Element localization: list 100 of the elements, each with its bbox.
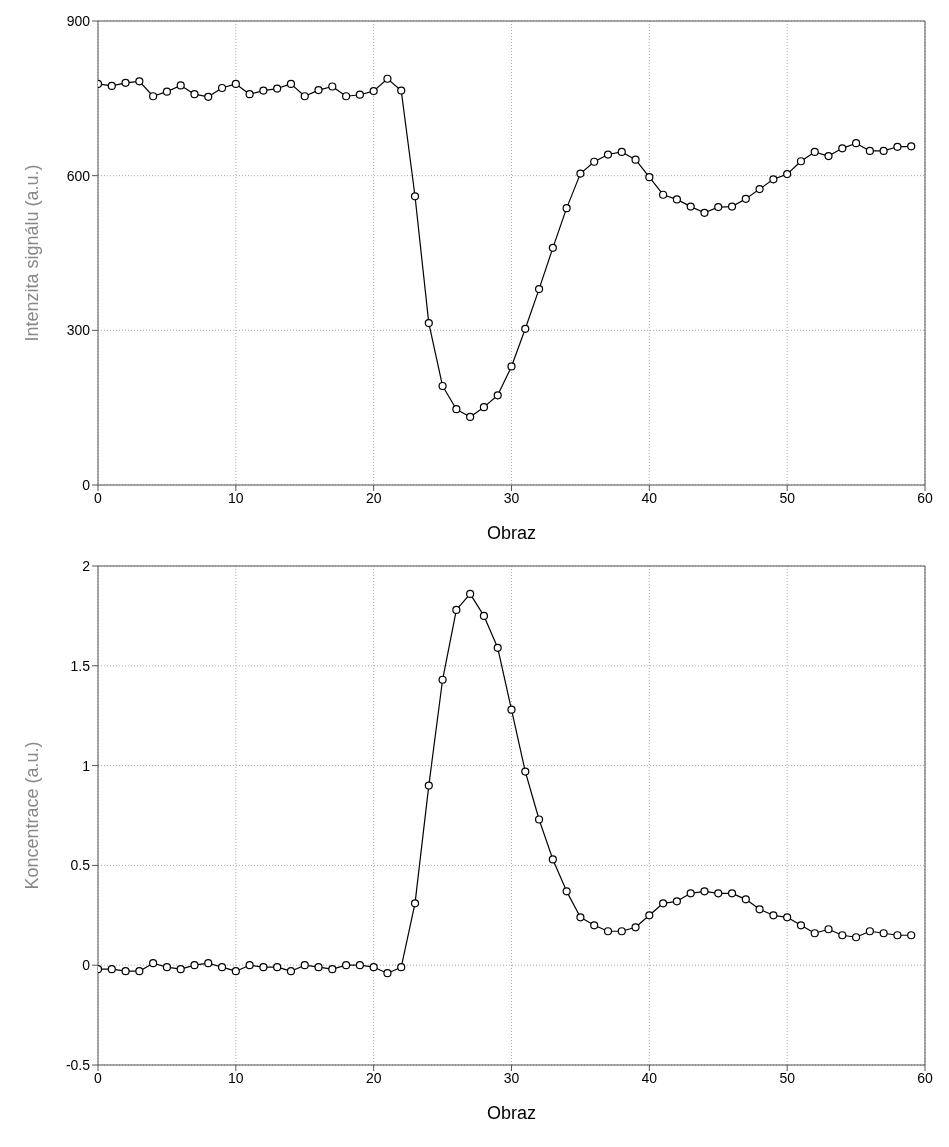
point: [645, 173, 654, 182]
point: [507, 362, 516, 371]
point: [783, 913, 792, 922]
point: [493, 391, 502, 400]
point: [645, 911, 654, 920]
point: [727, 202, 737, 211]
point: [562, 887, 571, 896]
point: [755, 184, 764, 194]
point: [162, 87, 172, 96]
point: [231, 79, 240, 88]
y-axis-title: Koncentrace (a.u.): [22, 741, 43, 890]
point: [700, 208, 709, 217]
point: [328, 965, 337, 974]
point: [603, 150, 613, 159]
point: [562, 204, 571, 213]
point: [851, 139, 861, 148]
point: [121, 967, 130, 976]
x-tick-label: 10: [228, 489, 244, 506]
x-tick-label: 0: [94, 1069, 103, 1086]
point: [907, 142, 916, 151]
point: [328, 82, 337, 91]
y-tick-label: 2: [82, 557, 91, 574]
point: [548, 855, 557, 864]
point: [397, 963, 406, 972]
point: [135, 77, 144, 86]
y-tick-label: 0: [82, 957, 91, 974]
point: [576, 169, 585, 178]
point: [769, 175, 778, 184]
point: [810, 929, 819, 938]
point: [149, 92, 158, 101]
point: [314, 963, 323, 972]
point: [838, 144, 847, 153]
point: [714, 203, 723, 212]
point: [286, 79, 296, 88]
point: [893, 931, 902, 940]
point: [865, 927, 874, 936]
point: [176, 965, 185, 974]
y-tick-label: 1: [82, 757, 91, 774]
point: [507, 705, 516, 714]
point: [631, 155, 640, 164]
point: [259, 963, 268, 972]
point: [204, 959, 213, 968]
point: [452, 605, 461, 615]
y-axis-title: Intenzita signálu (a.u.): [22, 164, 43, 342]
point: [796, 921, 806, 930]
y-tick-label: 0.5: [70, 857, 91, 874]
point: [107, 81, 116, 91]
point: [603, 927, 613, 936]
point: [355, 90, 364, 99]
point: [672, 897, 681, 906]
point: [534, 284, 544, 294]
point: [769, 911, 778, 920]
point: [383, 74, 392, 83]
point: [617, 147, 626, 157]
point: [204, 92, 213, 101]
point: [824, 151, 833, 161]
point: [686, 202, 695, 211]
point: [590, 157, 599, 166]
point: [755, 905, 764, 914]
point: [879, 146, 888, 156]
point: [741, 895, 750, 904]
point: [438, 381, 447, 391]
point: [121, 78, 130, 87]
point: [438, 675, 447, 684]
x-tick-label: 40: [641, 489, 658, 506]
point: [714, 889, 723, 898]
point: [824, 925, 833, 934]
point: [217, 83, 227, 93]
point: [479, 403, 489, 412]
point: [466, 589, 475, 599]
point: [907, 931, 916, 940]
point: [700, 887, 709, 896]
point: [452, 405, 461, 414]
point: [548, 243, 557, 252]
point: [424, 319, 433, 328]
point: [851, 933, 861, 942]
point: [783, 170, 792, 179]
x-axis-title: Obraz: [486, 523, 537, 543]
point: [107, 965, 116, 974]
point: [617, 927, 626, 936]
point: [149, 959, 158, 968]
x-tick-label: 50: [779, 489, 796, 506]
point: [231, 967, 240, 976]
point: [879, 929, 888, 938]
point: [466, 412, 475, 422]
point: [273, 963, 282, 972]
point: [865, 146, 874, 156]
x-tick-label: 20: [365, 1069, 382, 1086]
point: [838, 931, 847, 940]
point: [796, 157, 806, 166]
point: [534, 815, 544, 824]
point: [245, 90, 254, 99]
x-tick-label: 30: [503, 489, 520, 506]
point: [521, 324, 530, 333]
point: [286, 967, 296, 976]
point: [369, 963, 378, 972]
point: [410, 899, 420, 908]
point: [521, 767, 530, 776]
point: [672, 195, 681, 204]
point: [383, 969, 392, 978]
